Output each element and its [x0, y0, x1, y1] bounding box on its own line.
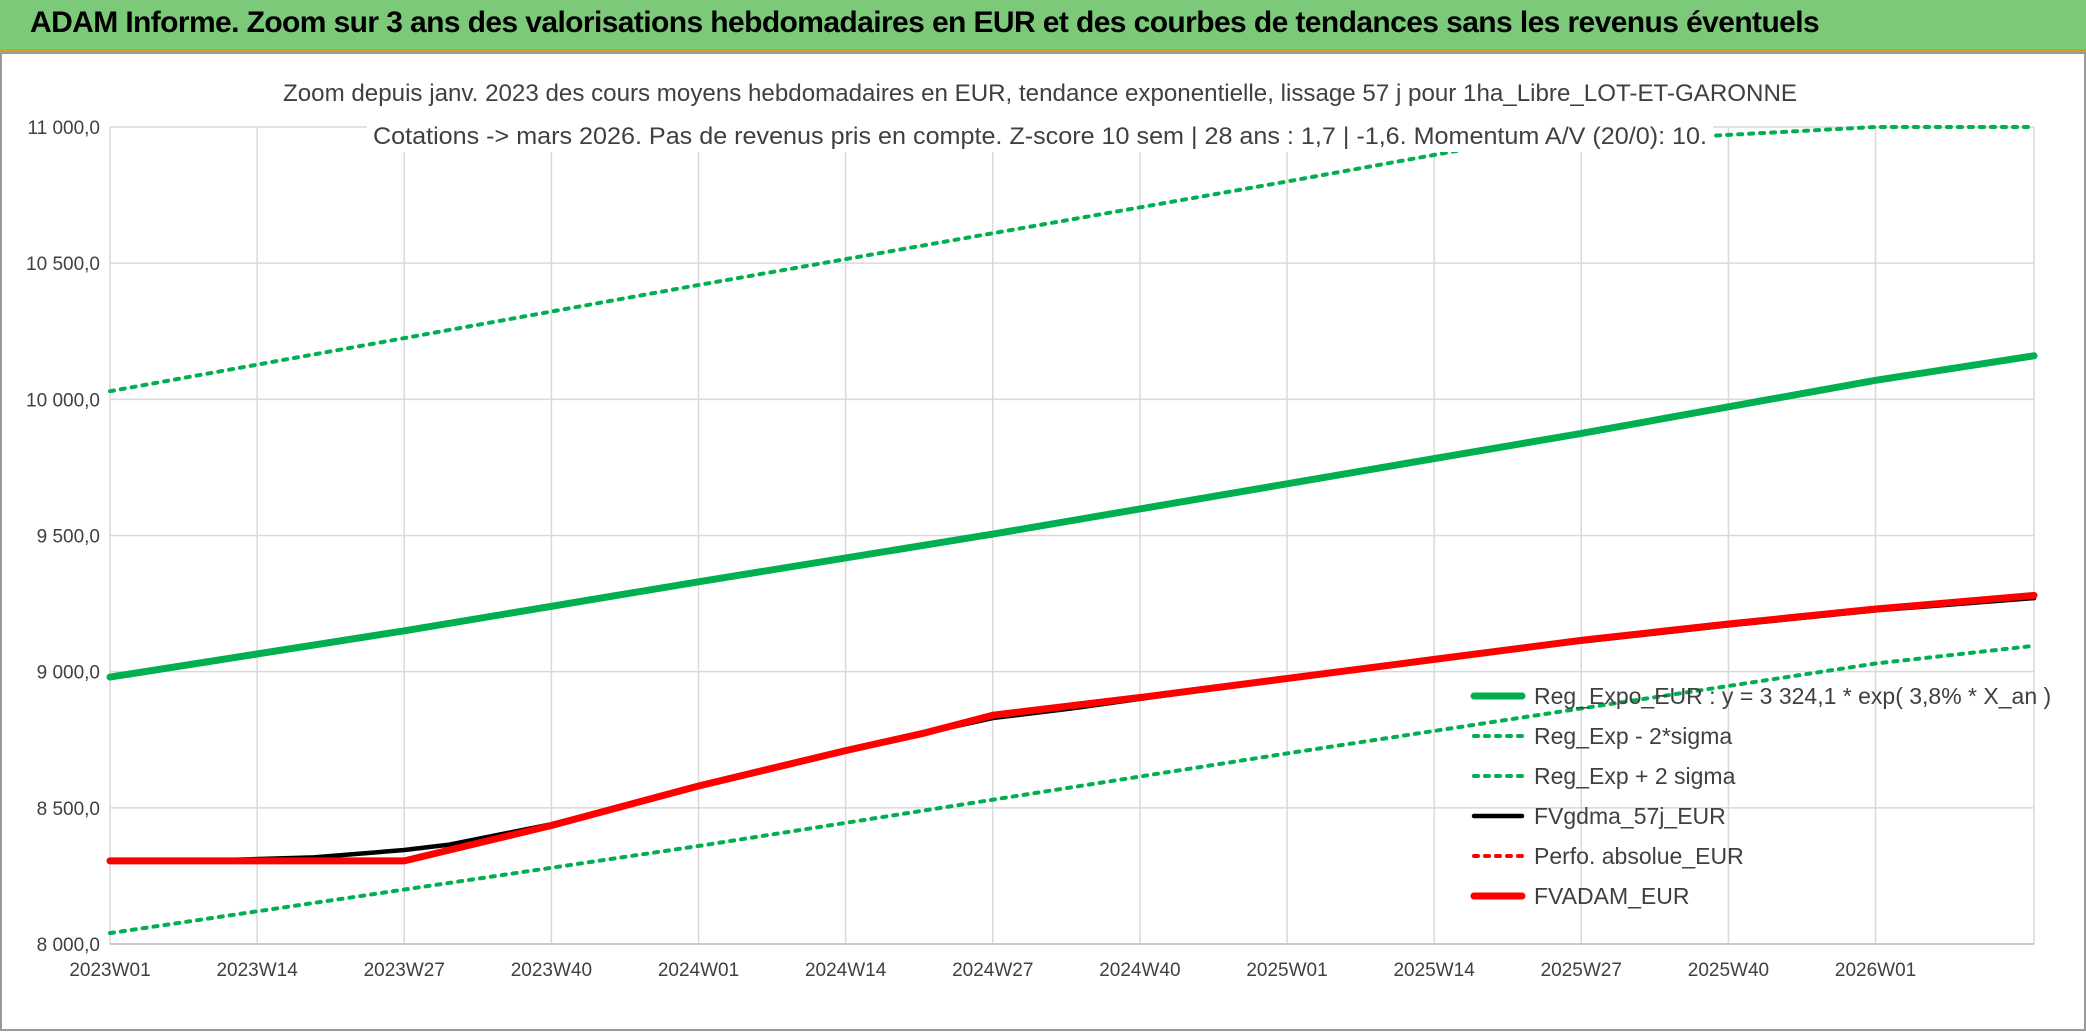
y-tick-label: 9 500,0 [37, 527, 100, 548]
series-line-reg [106, 352, 2038, 681]
x-tick-label: 2024W14 [805, 960, 887, 981]
legend-label-fvadam: FVADAM_EUR [1534, 883, 1690, 909]
x-tick-label: 2023W01 [69, 960, 150, 981]
chart-legend: Reg_Expo_EUR : y = 3 324,1 * exp( 3,8% *… [1470, 683, 2051, 909]
report-banner: ADAM Informe. Zoom sur 3 ans des valoris… [0, 0, 2086, 52]
y-tick-label: 10 000,0 [26, 390, 100, 411]
report-title: ADAM Informe. Zoom sur 3 ans des valoris… [30, 6, 1820, 39]
x-tick-label: 2025W14 [1393, 960, 1475, 981]
chart-title-line-2: Cotations -> mars 2026. Pas de revenus p… [373, 123, 1707, 150]
line-chart: 8 000,0 8 500,0 9 000,0 9 500,0 10 000,0 10 5… [26, 78, 2051, 981]
y-tick-label: 11 000,0 [27, 118, 100, 139]
x-tick-label: 2024W01 [658, 960, 739, 981]
series-line-fvgdma [107, 595, 2037, 864]
x-tick-label: 2023W40 [511, 960, 592, 981]
legend-label-upper: Reg_Exp + 2 sigma [1534, 763, 1736, 789]
axes: 8 000,0 8 500,0 9 000,0 9 500,0 10 000,0 10 5… [26, 118, 2034, 981]
y-tick-label: 9 000,0 [37, 663, 100, 684]
x-tick-label: 2024W27 [952, 960, 1033, 981]
chart-title-background [277, 78, 1803, 109]
x-tick-label: 2025W01 [1246, 960, 1327, 981]
grid-lines [109, 126, 2035, 945]
y-tick-label: 8 500,0 [37, 799, 100, 820]
legend-label-fvgdma: FVgdma_57j_EUR [1534, 803, 1726, 829]
y-tick-label: 8 000,0 [37, 935, 100, 956]
chart-title: Zoom depuis janv. 2023 des cours moyens … [277, 78, 1803, 152]
y-tick-label: 10 500,0 [26, 254, 100, 275]
x-tick-label: 2025W27 [1541, 960, 1622, 981]
x-tick-label: 2026W01 [1835, 960, 1916, 981]
x-tick-label: 2024W40 [1099, 960, 1180, 981]
x-tick-label: 2025W40 [1688, 960, 1769, 981]
chart-frame: 8 000,0 8 500,0 9 000,0 9 500,0 10 000,0 10 5… [0, 52, 2086, 1031]
series-line-perfo [108, 593, 2036, 863]
series-lines [106, 125, 2038, 936]
legend-label-perfo: Perfo. absolue_EUR [1534, 843, 1744, 869]
chart-title-line-1: Zoom depuis janv. 2023 des cours moyens … [283, 80, 1797, 107]
legend-label-reg: Reg_Expo_EUR : y = 3 324,1 * exp( 3,8% *… [1534, 683, 2051, 709]
legend-label-lower: Reg_Exp - 2*sigma [1534, 723, 1732, 749]
series-line-upper [108, 125, 2036, 394]
series-line-lower [108, 643, 2036, 936]
x-tick-label: 2023W14 [216, 960, 298, 981]
chart-title-background [367, 121, 1713, 152]
x-tick-label: 2023W27 [364, 960, 445, 981]
